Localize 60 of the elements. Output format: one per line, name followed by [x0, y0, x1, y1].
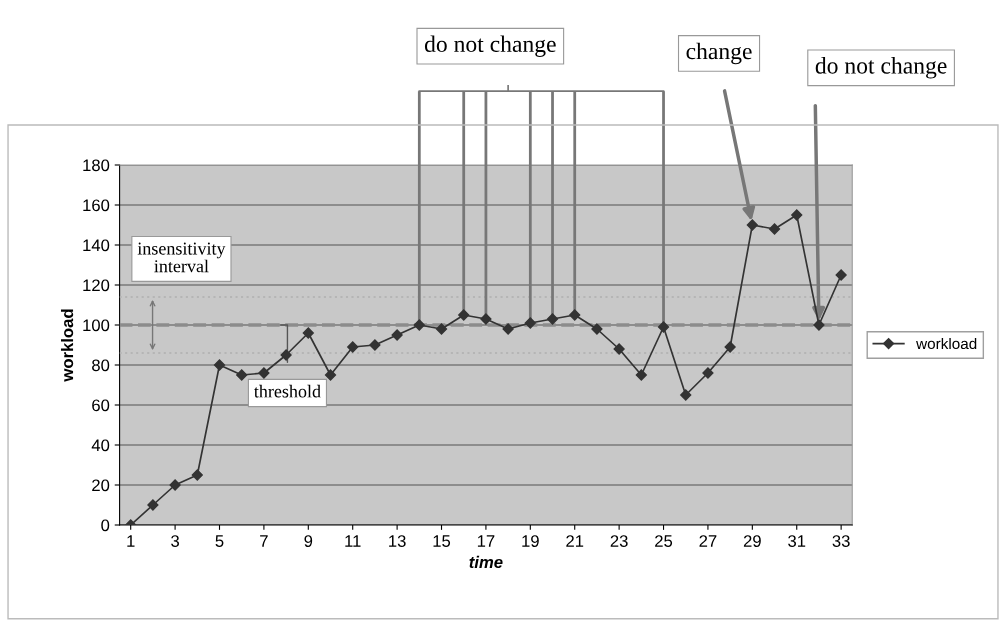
y-tick-label: 180: [83, 159, 110, 172]
y-axis-title: workload: [60, 309, 74, 382]
x-tick-label: 33: [832, 535, 850, 547]
point: [768, 223, 781, 235]
x-tick-label: 13: [389, 535, 406, 547]
point: [324, 369, 337, 381]
x-tick-label: 27: [699, 535, 717, 547]
point: [258, 367, 270, 379]
annotation: do not change: [815, 57, 947, 79]
point: [213, 359, 226, 371]
point: [791, 209, 803, 221]
point: [613, 343, 625, 355]
y-tick-label: 120: [83, 279, 110, 292]
point: [458, 309, 470, 321]
x-tick-label: 3: [171, 535, 179, 547]
point: [236, 369, 248, 381]
point: [524, 317, 536, 329]
x-tick-label: 17: [477, 535, 495, 547]
point: [502, 323, 514, 335]
x-tick-label: 9: [304, 535, 313, 547]
x-tick-label: 23: [610, 535, 628, 547]
x-tick-label: 19: [522, 535, 539, 547]
x-tick-label: 15: [433, 535, 451, 547]
x-tick-label: 7: [260, 535, 268, 547]
point: [347, 341, 359, 353]
text: do not change: [424, 35, 556, 57]
x-tick-label: 1: [127, 535, 135, 547]
y-tick-label: 40: [91, 439, 110, 452]
point: [746, 219, 758, 231]
point: [191, 469, 203, 481]
legend-label: workload: [916, 337, 977, 350]
y-tick-label: 0: [101, 519, 110, 532]
y-tick-label: 80: [92, 359, 110, 372]
x-tick-label: 5: [215, 535, 224, 547]
ref-line-label: threshold: [254, 384, 321, 398]
y-tick-label: 20: [92, 479, 110, 492]
annotation: insensitivity interval: [137, 242, 226, 273]
point: [680, 389, 692, 401]
x-axis-title: time: [469, 555, 503, 569]
x-tick-label: 21: [566, 535, 584, 547]
x-tick-label: 25: [655, 535, 673, 547]
x-tick-label: 11: [345, 535, 361, 547]
point: [413, 319, 425, 331]
annotation: change: [686, 42, 752, 65]
x-tick-label: 31: [788, 535, 806, 547]
y-tick-label: 140: [83, 239, 110, 252]
point: [835, 269, 847, 281]
x-tick-label: 29: [743, 535, 761, 547]
y-tick-label: 100: [83, 319, 110, 332]
point: [657, 321, 670, 333]
point: [569, 309, 581, 321]
y-tick-label: 60: [92, 399, 110, 412]
point: [147, 499, 159, 511]
point: [724, 341, 736, 353]
y-tick-label: 160: [83, 199, 110, 212]
point: [302, 327, 314, 339]
point: [635, 369, 647, 381]
point: [391, 329, 403, 341]
point: [435, 323, 448, 335]
point: [546, 313, 559, 325]
